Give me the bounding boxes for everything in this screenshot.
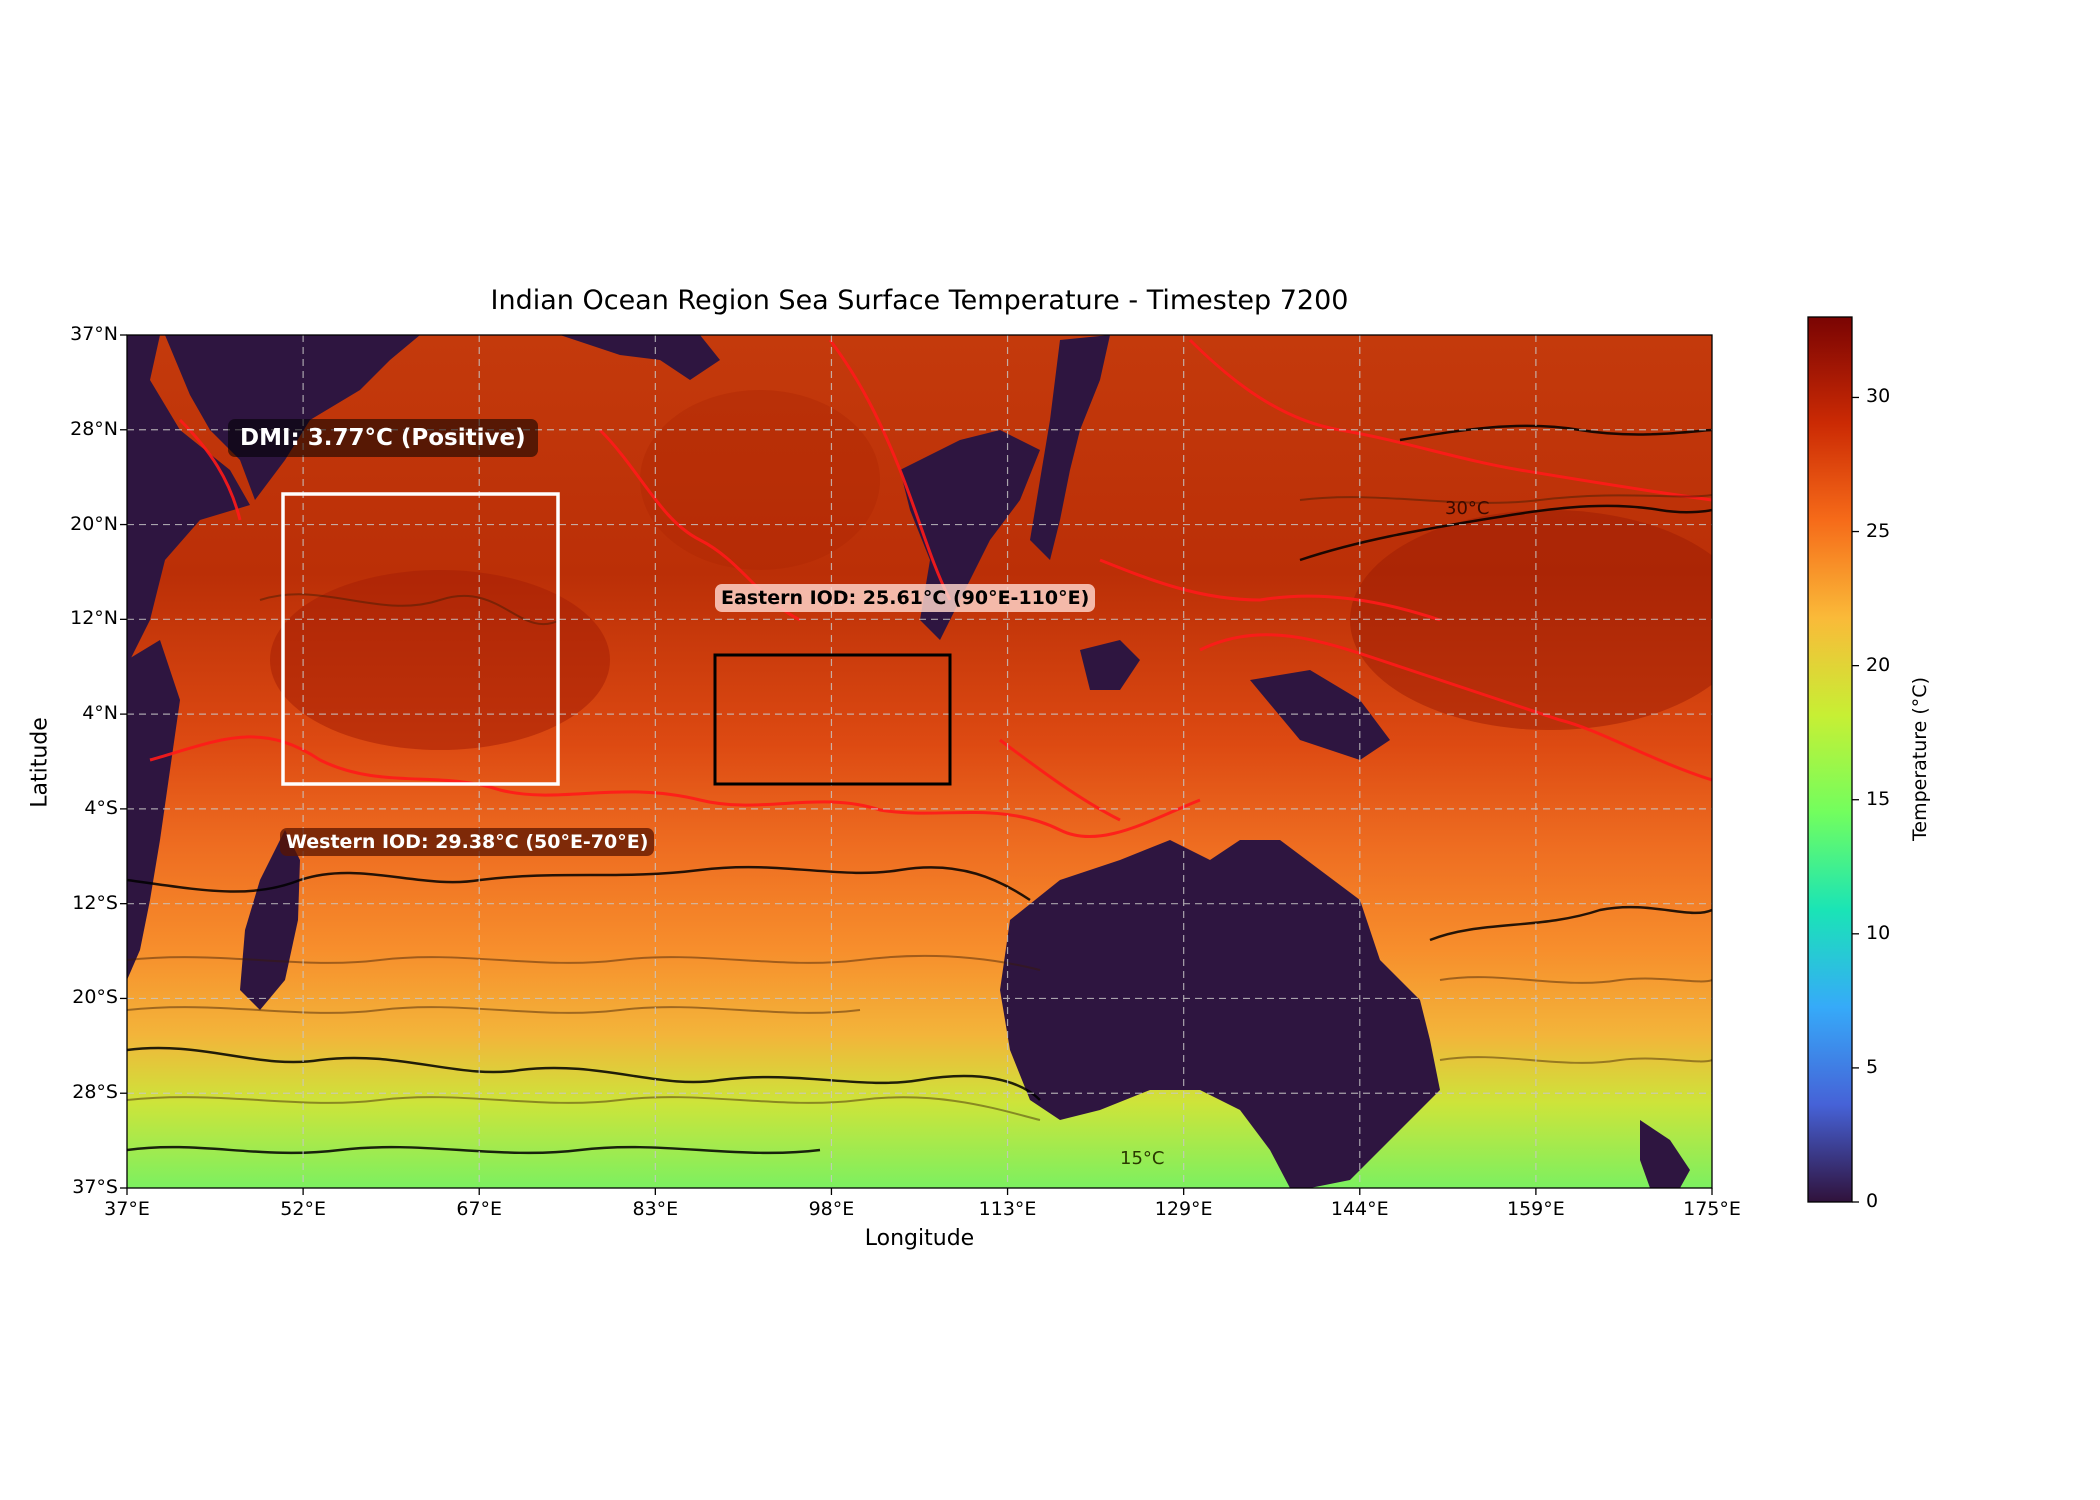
eastern-iod-annotation: Eastern IOD: 25.61°C (90°E-110°E) xyxy=(715,584,1096,612)
eastern-iod-box xyxy=(713,653,952,786)
colorbar-label: Temperature (°C) xyxy=(1909,677,1931,841)
colorbar-tick-label: 30 xyxy=(1866,385,1891,408)
colorbar-tick-label: 25 xyxy=(1866,519,1891,542)
y-tick-label: 28°S xyxy=(72,1081,118,1104)
plot-frame xyxy=(126,334,1713,1189)
x-tick-label: 144°E xyxy=(1330,1198,1389,1220)
western-iod-annotation: Western IOD: 29.38°C (50°E-70°E) xyxy=(280,828,655,856)
contour-label-15c: 15°C xyxy=(1120,1148,1165,1169)
colorbar-tick-label: 0 xyxy=(1866,1190,1879,1212)
grid xyxy=(127,335,1712,1188)
land xyxy=(127,335,1690,1188)
x-tick-label: 129°E xyxy=(1154,1198,1213,1220)
x-tick-label: 52°E xyxy=(280,1198,326,1220)
warm-pool-pacific xyxy=(1350,510,1712,730)
contour-label-30c: 30°C xyxy=(1445,498,1490,519)
colorbar-tick-label: 20 xyxy=(1866,653,1891,676)
x-tick-label: 175°E xyxy=(1683,1198,1741,1220)
y-tick-label: 4°S xyxy=(84,796,118,819)
y-tick-label: 12°N xyxy=(70,607,118,630)
x-tick-label: 83°E xyxy=(632,1198,679,1220)
y-tick-label: 28°N xyxy=(70,417,118,440)
y-tick-label: 12°S xyxy=(72,891,118,914)
x-tick-label: 98°E xyxy=(808,1198,855,1220)
x-tick-label: 113°E xyxy=(978,1198,1037,1220)
colorbar-tick-marks xyxy=(1852,396,1859,1203)
contour-lines xyxy=(127,424,1712,1155)
x-axis-label: Longitude xyxy=(864,1226,975,1251)
western-iod-box xyxy=(281,492,560,786)
y-tick-label: 4°N xyxy=(82,702,118,725)
tick-marks xyxy=(120,334,1713,1195)
y-tick-label: 20°N xyxy=(70,512,118,535)
y-tick-label: 20°S xyxy=(72,986,118,1009)
warm-pool-arabian xyxy=(270,570,610,750)
x-tick-label: 67°E xyxy=(456,1198,503,1220)
x-tick-label: 37°E xyxy=(104,1198,150,1220)
chart-title: Indian Ocean Region Sea Surface Temperat… xyxy=(490,285,1349,316)
colorbar-tick-label: 15 xyxy=(1866,787,1891,810)
x-tick-label: 159°E xyxy=(1506,1198,1565,1220)
colorbar xyxy=(1807,316,1853,1203)
colorbar-tick-label: 5 xyxy=(1866,1055,1879,1078)
dmi-annotation: DMI: 3.77°C (Positive) xyxy=(228,419,538,457)
warm-pool-bay xyxy=(640,390,880,570)
contour-30c xyxy=(149,338,1712,839)
y-tick-label: 37°N xyxy=(70,323,118,345)
y-tick-label: 37°S xyxy=(72,1176,118,1198)
colorbar-tick-label: 10 xyxy=(1866,921,1891,944)
